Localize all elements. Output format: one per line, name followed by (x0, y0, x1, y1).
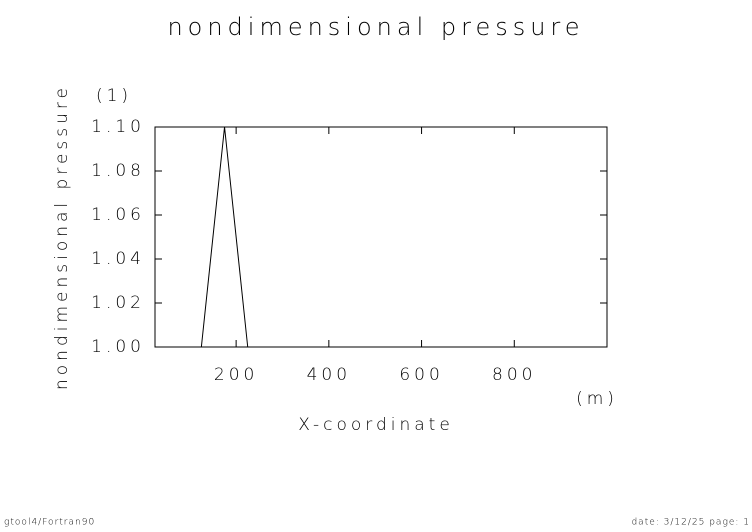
x-tick-label: 600 (399, 365, 443, 385)
x-axis-unit: (m) (576, 389, 618, 409)
x-tick-label: 200 (214, 365, 258, 385)
x-tick-label: 800 (492, 365, 536, 385)
footer-left: gtool4/Fortran90 (4, 518, 95, 528)
y-tick-label: 1.00 (91, 337, 145, 357)
y-axis-label: nondimensional pressure (52, 84, 72, 390)
y-tick-label: 1.02 (91, 293, 145, 313)
plot-frame (154, 126, 608, 348)
x-tick-label: 400 (307, 365, 351, 385)
y-axis-unit: (1) (96, 86, 132, 106)
data-line (155, 126, 596, 348)
chart-title: nondimensional pressure (167, 13, 584, 41)
x-axis-label: X-coordinate (298, 415, 454, 435)
y-tick-label: 1.10 (91, 117, 145, 137)
y-tick-label: 1.04 (91, 249, 145, 269)
y-tick-label: 1.08 (91, 161, 145, 181)
y-tick-label: 1.06 (91, 205, 145, 225)
footer-right: date: 3/12/25 page: 1 (631, 518, 750, 528)
